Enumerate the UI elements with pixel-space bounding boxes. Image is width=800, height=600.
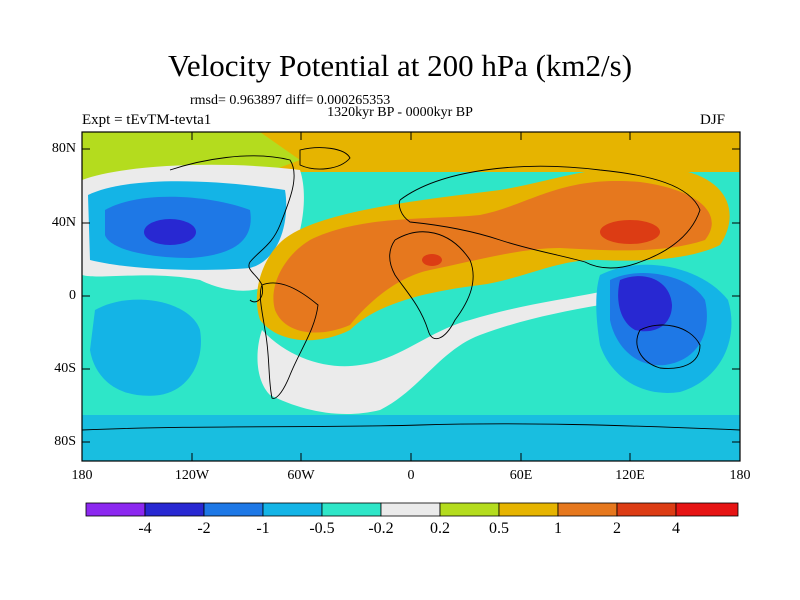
x-tick-label: 0 xyxy=(407,468,415,483)
x-tick-label: 180 xyxy=(71,468,93,483)
coast-south-america xyxy=(259,282,319,399)
colorbar-label: -0.5 xyxy=(309,520,335,537)
colorbar-label: 0.5 xyxy=(489,520,509,537)
colorbar-label: 1 xyxy=(554,520,562,537)
x-tick-label: 120W xyxy=(174,468,210,483)
colorbar-swatch-8 xyxy=(498,502,559,517)
map-field xyxy=(82,132,740,461)
colorbar-label: -4 xyxy=(138,520,152,537)
colorbar-label: 2 xyxy=(613,520,621,537)
season-label: DJF xyxy=(700,112,726,128)
y-tick-label: 80S xyxy=(54,434,76,449)
x-tick-label: 60W xyxy=(287,468,315,483)
field-maritime-core xyxy=(618,276,672,332)
coast-greenland xyxy=(299,147,351,170)
x-tick-label: 120E xyxy=(615,468,645,483)
stats-line: rmsd= 0.963897 diff= 0.000265353 xyxy=(190,93,391,108)
field-pacific-core xyxy=(144,219,196,245)
colorbar-label: -1 xyxy=(256,520,270,537)
colorbar-swatch-10 xyxy=(616,502,677,517)
field-africa-red xyxy=(422,254,442,266)
colorbar-swatch-2 xyxy=(144,502,205,517)
coast-africa xyxy=(389,231,474,340)
colorbar-swatch-1 xyxy=(85,502,146,517)
y-tick-label: 40S xyxy=(54,361,76,376)
colorbar-swatch-5 xyxy=(321,502,382,517)
colorbar-label: -0.2 xyxy=(368,520,394,537)
field-satlantic-white xyxy=(257,292,600,415)
colorbar-label: 4 xyxy=(672,520,680,537)
x-tick-label: 180 xyxy=(729,468,751,483)
colorbar-swatch-6 xyxy=(380,502,441,517)
coastlines xyxy=(82,147,740,431)
y-tick-label: 80N xyxy=(51,141,76,156)
colorbar-label: 0.2 xyxy=(430,520,450,537)
y-tick-label: 40N xyxy=(51,215,76,230)
colorbar-swatch-7 xyxy=(439,502,500,517)
field-spacific-light xyxy=(90,299,201,396)
colorbar-swatch-4 xyxy=(262,502,323,517)
x-tick-label: 60E xyxy=(509,468,533,483)
colorbar-swatch-9 xyxy=(557,502,618,517)
colorbar-label: -2 xyxy=(197,520,211,537)
map-title: Velocity Potential at 200 hPa (km2/s) xyxy=(167,48,633,83)
coast-australia xyxy=(636,324,701,369)
coast-eurasia xyxy=(398,165,701,269)
colorbar xyxy=(85,502,739,517)
coast-antarctica xyxy=(82,423,740,431)
colorbar-swatch-11 xyxy=(675,502,739,517)
period-label: 1320kyr BP - 0000kyr BP xyxy=(327,105,473,120)
y-tick-label: 0 xyxy=(69,288,76,303)
colorbar-swatch-3 xyxy=(203,502,264,517)
experiment-label: Expt = tEvTM-tevta1 xyxy=(82,112,212,128)
axis-ticks xyxy=(81,132,740,461)
field-asia-red xyxy=(600,220,660,244)
field-tropics-orange xyxy=(273,180,712,333)
